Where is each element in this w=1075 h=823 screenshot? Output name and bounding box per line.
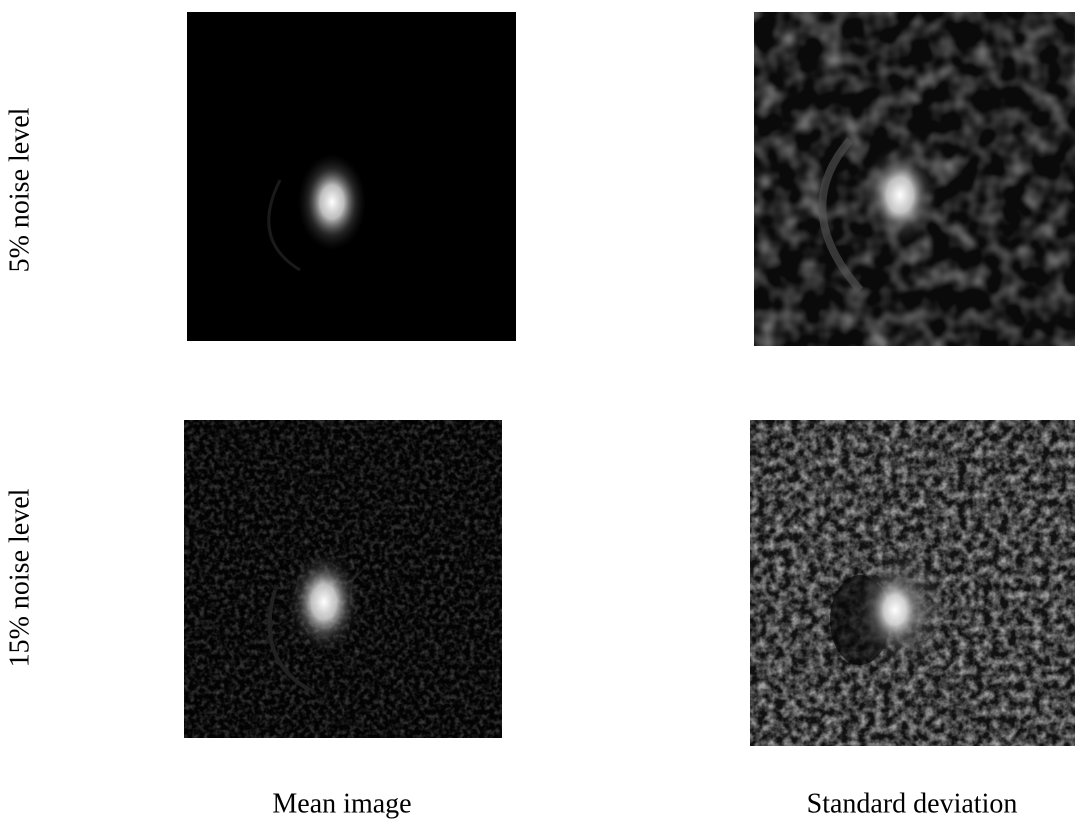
std-image-15 xyxy=(750,420,1075,746)
mean-image-15 xyxy=(184,420,502,738)
page: 5% noise level 15% noise level Mean imag… xyxy=(0,0,1075,823)
std-image-5 xyxy=(754,12,1075,346)
row-label: 5% noise level xyxy=(4,107,35,272)
column-label: Standard deviation xyxy=(807,788,1018,819)
figure: 5% noise level 15% noise level Mean imag… xyxy=(0,0,1075,823)
mean-image-5 xyxy=(187,12,516,341)
row-label: 15% noise level xyxy=(4,488,35,667)
column-label: Mean image xyxy=(272,788,411,819)
